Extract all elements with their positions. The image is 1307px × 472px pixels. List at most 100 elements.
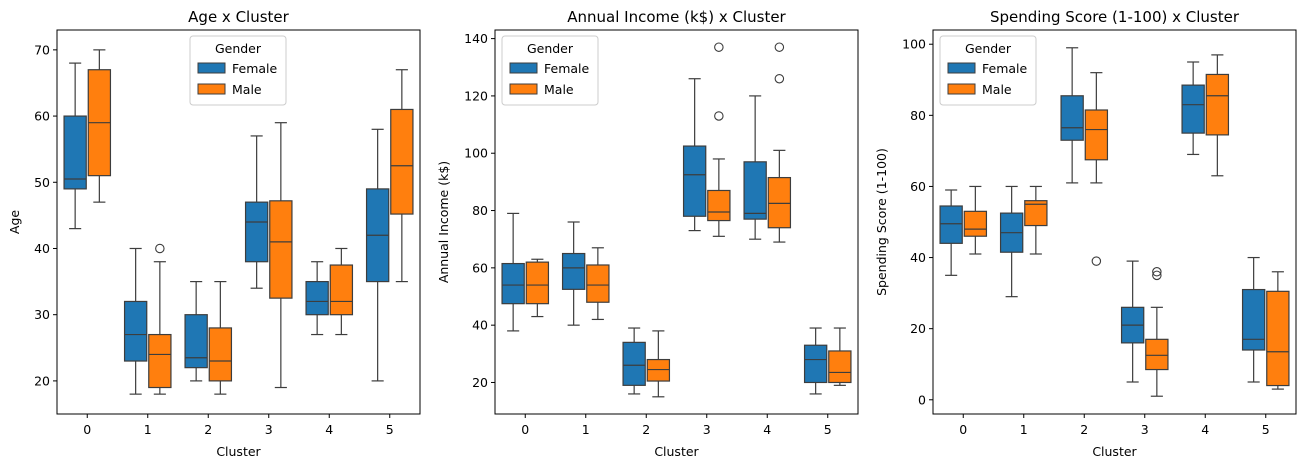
outlier-point: [774, 73, 785, 84]
box-female-cluster-4: [1181, 61, 1205, 156]
box-body: [828, 350, 852, 384]
box-male-cluster-4: [767, 42, 792, 243]
outlier-point: [774, 42, 785, 52]
outlier-point: [714, 111, 724, 121]
box-female-cluster-0: [939, 189, 963, 276]
box-body: [184, 314, 208, 369]
y-axis-label: Spending Score (1-100): [874, 148, 889, 296]
legend-swatch-female: [947, 62, 976, 74]
x-tick-label: 1: [582, 422, 590, 437]
box-male-cluster-3: [1145, 267, 1169, 397]
box-body: [208, 327, 233, 382]
box-body: [1241, 288, 1266, 351]
x-tick-label: 4: [763, 422, 771, 437]
y-axis-label: Age: [7, 210, 22, 234]
x-tick-label: 4: [325, 422, 333, 437]
axes-frame: [56, 29, 421, 415]
x-tick-label: 2: [1080, 422, 1088, 437]
x-tick-label: 1: [1020, 422, 1028, 437]
chart-panel-2: Spending Score (1-100) x Cluster Spending…: [874, 8, 1297, 459]
box-body: [561, 252, 586, 290]
outlier-point: [714, 42, 724, 52]
box-male-cluster-0: [963, 185, 988, 255]
box-body: [586, 264, 610, 303]
box-body: [803, 344, 828, 384]
chart-title: Age x Cluster: [188, 8, 289, 26]
box-male-cluster-4: [329, 247, 354, 336]
box-female-cluster-2: [622, 327, 646, 395]
box-female-cluster-3: [244, 135, 269, 289]
x-tick-label: 5: [386, 422, 394, 437]
y-tick-label: 60: [34, 109, 50, 124]
box-male-cluster-2: [1084, 72, 1109, 266]
box-female-cluster-1: [123, 247, 148, 395]
box-male-cluster-5: [1266, 271, 1290, 390]
box-body: [1145, 338, 1169, 371]
x-tick-label: 3: [1141, 422, 1149, 437]
x-tick-label: 5: [1262, 422, 1270, 437]
box-body: [148, 333, 172, 389]
box-female-cluster-3: [1120, 260, 1145, 383]
y-tick-label: 40: [34, 241, 50, 256]
x-axis-label: Cluster: [1092, 444, 1137, 459]
box-female-cluster-5: [803, 327, 828, 395]
legend-label-female: Female: [982, 61, 1028, 76]
x-tick-label: 4: [1201, 422, 1209, 437]
box-male-cluster-5: [828, 327, 852, 386]
legend-title: Gender: [215, 41, 262, 56]
y-tick-label: 100: [464, 146, 488, 161]
x-tick-label: 2: [642, 422, 650, 437]
legend-swatch-male: [509, 83, 538, 95]
x-tick-label: 3: [265, 422, 273, 437]
box-body: [682, 145, 707, 217]
y-tick-label: 50: [34, 175, 50, 190]
box-female-cluster-0: [501, 212, 525, 332]
box-female-cluster-3: [682, 78, 707, 232]
box-male-cluster-4: [1205, 54, 1230, 177]
y-tick-label: 0: [918, 392, 926, 407]
y-tick-label: 40: [910, 250, 926, 265]
box-body: [1266, 290, 1290, 387]
box-female-cluster-0: [63, 62, 87, 230]
legend-swatch-male: [197, 83, 226, 95]
box-body: [305, 280, 329, 316]
axes-frame: [932, 29, 1297, 415]
outlier-point: [1091, 256, 1102, 266]
box-body: [123, 300, 148, 362]
box-female-cluster-1: [561, 221, 586, 326]
box-body: [244, 201, 269, 263]
y-tick-label: 70: [34, 42, 50, 57]
box-male-cluster-3: [707, 42, 731, 237]
x-axis-label: Cluster: [216, 444, 261, 459]
box-body: [767, 176, 792, 229]
y-tick-label: 20: [472, 375, 488, 390]
box-body: [1181, 84, 1205, 134]
y-tick-label: 60: [910, 179, 926, 194]
box-body: [329, 264, 354, 316]
y-axis-label: Annual Income (k$): [436, 161, 451, 283]
box-body: [743, 161, 767, 220]
y-tick-label: 20: [34, 373, 50, 388]
chart-panel-1: Annual Income (k$) x Cluster Annual Incom…: [436, 8, 859, 459]
outlier-point: [155, 243, 165, 254]
y-tick-label: 40: [472, 318, 488, 333]
x-tick-label: 2: [204, 422, 212, 437]
legend-label-male: Male: [982, 82, 1012, 97]
box-male-cluster-5: [390, 69, 414, 283]
axes-frame: [494, 29, 859, 415]
box-body: [1205, 73, 1230, 136]
box-male-cluster-1: [148, 243, 172, 395]
legend-title: Gender: [527, 41, 574, 56]
legend-title: Gender: [965, 41, 1012, 56]
box-body: [525, 261, 550, 305]
legend-label-female: Female: [544, 61, 590, 76]
box-body: [963, 210, 988, 237]
box-body: [269, 200, 293, 299]
box-male-cluster-1: [586, 247, 610, 321]
x-tick-label: 5: [824, 422, 832, 437]
chart-panel-0: Age x Cluster Age Cluster 20 30 40 50 60 70 0 1 2 3 4…: [7, 8, 421, 459]
x-tick-label: 0: [83, 422, 91, 437]
y-tick-label: 80: [910, 108, 926, 123]
outlier-point: [1152, 267, 1162, 277]
